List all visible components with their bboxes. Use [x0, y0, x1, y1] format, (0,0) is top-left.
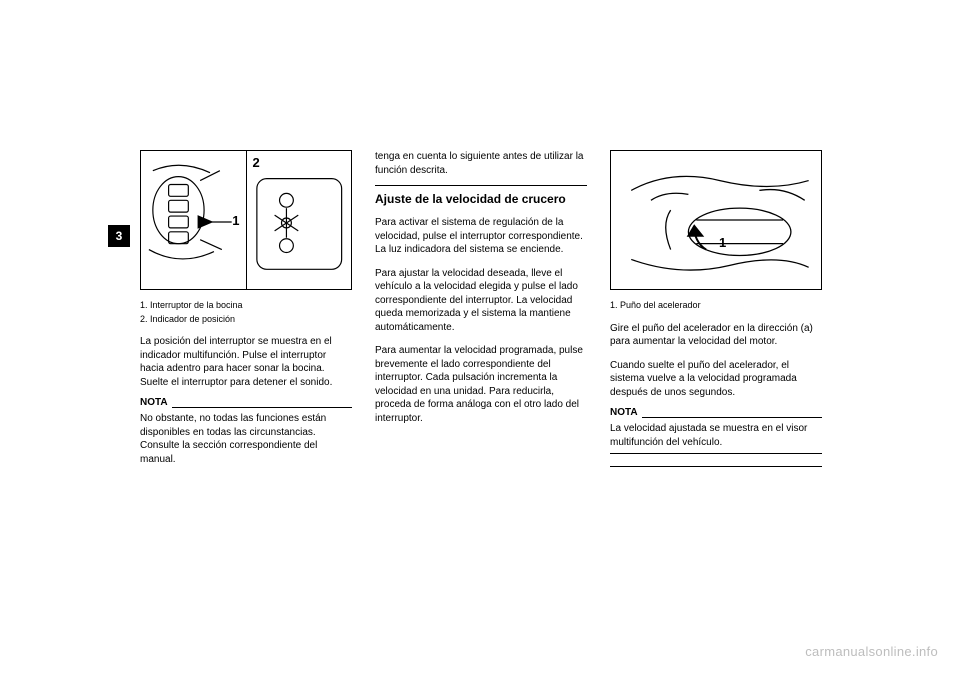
callout-1: 1 — [232, 213, 239, 228]
nota-text: No obstante, no todas las funciones está… — [140, 412, 352, 466]
watermark-text: carmanualsonline.info — [805, 644, 938, 659]
nota-label: NOTA — [140, 397, 172, 408]
paragraph: tenga en cuenta lo siguiente antes de ut… — [375, 150, 587, 177]
callout-1: 1 — [719, 235, 726, 250]
paragraph: La posición del interruptor se muestra e… — [140, 335, 352, 389]
chapter-tab: 3 — [108, 225, 130, 247]
figure-caption-2: 2. Indicador de posición — [140, 314, 352, 326]
column-1: 1 — [140, 150, 352, 474]
indicator-illustration — [247, 151, 352, 289]
figure-caption-1: 1. Puño del acelerador — [610, 300, 822, 312]
nota-rule — [172, 398, 352, 408]
nota-heading-row: NOTA — [140, 397, 352, 408]
figure-throttle: 1 — [610, 150, 822, 290]
column-2: tenga en cuenta lo siguiente antes de ut… — [375, 150, 587, 433]
section-heading: Ajuste de la velocidad de crucero — [375, 192, 587, 206]
column-3: 1 1. Puño del acelerador Gire el puño de… — [610, 150, 822, 473]
nota-heading-row: NOTA — [610, 407, 822, 418]
nota-end-rule — [610, 453, 822, 454]
manual-page: 3 — [0, 0, 960, 679]
nota-text: La velocidad ajustada se muestra en el v… — [610, 422, 822, 449]
throttle-illustration — [611, 151, 821, 289]
figure-left-half: 1 — [141, 151, 247, 289]
figure-caption-1: 1. Interruptor de la bocina — [140, 300, 352, 312]
paragraph: Para aumentar la velocidad programada, p… — [375, 344, 587, 425]
figure-switch-indicator: 1 — [140, 150, 352, 290]
paragraph: Para ajustar la velocidad deseada, lleve… — [375, 267, 587, 335]
paragraph: Para activar el sistema de regulación de… — [375, 216, 587, 257]
figure-right-half: 2 — [247, 151, 352, 289]
switch-illustration — [141, 151, 246, 289]
nota-rule — [642, 408, 822, 418]
section-rule — [375, 185, 587, 186]
callout-2: 2 — [253, 155, 260, 170]
nota-label: NOTA — [610, 407, 642, 418]
section-rule — [610, 466, 822, 467]
paragraph: Cuando suelte el puño del acelerador, el… — [610, 359, 822, 400]
paragraph: Gire el puño del acelerador en la direcc… — [610, 322, 822, 349]
